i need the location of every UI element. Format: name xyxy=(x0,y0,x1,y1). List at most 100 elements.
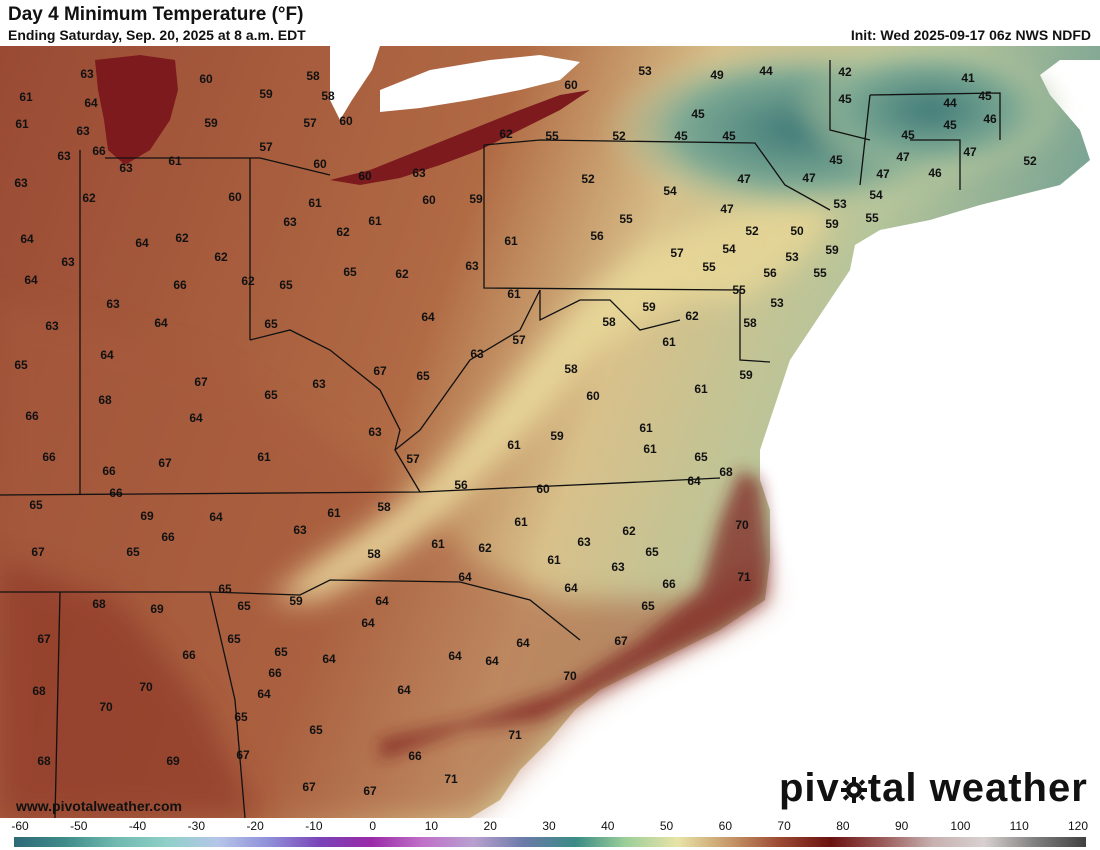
legend-tick-label: 60 xyxy=(718,819,733,833)
temperature-value-label: 67 xyxy=(302,780,316,794)
legend-tick-label: 30 xyxy=(542,819,556,833)
temperature-value-label: 61 xyxy=(168,154,182,168)
temperature-value-label: 65 xyxy=(237,599,251,613)
legend-color-ramp xyxy=(14,837,1086,847)
temperature-value-label: 63 xyxy=(57,149,71,163)
temperature-value-label: 61 xyxy=(327,506,341,520)
temperature-value-label: 64 xyxy=(322,652,336,666)
temperature-value-label: 63 xyxy=(465,259,479,273)
temperature-value-label: 57 xyxy=(512,333,526,347)
temperature-value-label: 71 xyxy=(508,728,522,742)
temperature-value-label: 58 xyxy=(377,500,391,514)
temperature-value-label: 45 xyxy=(674,129,688,143)
temperature-value-label: 64 xyxy=(516,636,530,650)
temperature-value-label: 64 xyxy=(375,594,389,608)
temperature-value-label: 47 xyxy=(896,150,910,164)
temperature-value-label: 62 xyxy=(214,250,228,264)
temperature-value-label: 64 xyxy=(135,236,149,250)
temperature-value-label: 63 xyxy=(293,523,307,537)
lake-michigan xyxy=(95,55,178,165)
temperature-value-label: 53 xyxy=(833,197,847,211)
temperature-value-label: 64 xyxy=(257,687,271,701)
temperature-value-label: 64 xyxy=(397,683,411,697)
temperature-value-label: 65 xyxy=(126,545,140,559)
temperature-value-label: 66 xyxy=(102,464,116,478)
legend-tick-label: 70 xyxy=(777,819,791,833)
valid-time-subtitle: Ending Saturday, Sep. 20, 2025 at 8 a.m.… xyxy=(8,27,306,43)
temperature-value-label: 57 xyxy=(406,452,420,466)
legend-tick-label: 90 xyxy=(894,819,909,833)
temperature-value-label: 61 xyxy=(507,438,521,452)
appalachian-cool-band xyxy=(270,190,830,600)
temperature-value-label: 67 xyxy=(363,784,377,798)
temperature-value-label: 52 xyxy=(1023,154,1037,168)
temperature-value-label: 57 xyxy=(303,116,317,130)
temperature-value-label: 64 xyxy=(20,232,34,246)
temperature-value-label: 56 xyxy=(590,229,604,243)
temperature-value-label: 58 xyxy=(743,316,757,330)
temperature-value-label: 45 xyxy=(838,92,852,106)
temperature-value-label: 55 xyxy=(702,260,716,274)
temperature-value-label: 65 xyxy=(343,265,357,279)
temperature-value-label: 65 xyxy=(14,358,28,372)
temperature-value-label: 64 xyxy=(458,570,472,584)
temperature-value-label: 66 xyxy=(182,648,196,662)
temperature-value-label: 62 xyxy=(395,267,409,281)
temperature-value-label: 64 xyxy=(564,581,578,595)
temperature-value-label: 57 xyxy=(259,140,273,154)
temperature-value-label: 47 xyxy=(963,145,977,159)
temperature-value-label: 60 xyxy=(422,193,436,207)
temperature-value-label: 61 xyxy=(19,90,33,104)
temperature-value-label: 65 xyxy=(264,317,278,331)
temperature-value-label: 63 xyxy=(470,347,484,361)
temperature-value-label: 65 xyxy=(645,545,659,559)
temperature-value-label: 64 xyxy=(189,411,203,425)
legend-tick-label: -50 xyxy=(70,819,88,833)
temperature-value-label: 66 xyxy=(42,450,56,464)
temperature-value-label: 41 xyxy=(961,71,975,85)
lake-erie xyxy=(330,90,590,185)
temperature-value-label: 62 xyxy=(478,541,492,555)
temperature-value-label: 59 xyxy=(469,192,483,206)
temperature-value-label: 68 xyxy=(92,597,106,611)
temperature-value-label: 45 xyxy=(722,129,736,143)
temperature-value-label: 69 xyxy=(150,602,164,616)
temperature-value-label: 70 xyxy=(139,680,153,694)
temperature-value-label: 61 xyxy=(643,442,657,456)
temperature-value-label: 67 xyxy=(158,456,172,470)
temperature-value-label: 54 xyxy=(869,188,883,202)
temperature-value-label: 64 xyxy=(361,616,375,630)
init-time-label: Init: Wed 2025-09-17 06z NWS NDFD xyxy=(850,27,1091,43)
legend-tick-label: 0 xyxy=(369,819,376,833)
temperature-value-label: 63 xyxy=(577,535,591,549)
temperature-value-label: 54 xyxy=(663,184,677,198)
logo-text-start: piv xyxy=(779,766,840,810)
legend-tick-label: 20 xyxy=(483,819,497,833)
temperature-value-label: 62 xyxy=(82,191,96,205)
temperature-value-label: 59 xyxy=(550,429,564,443)
temperature-value-label: 63 xyxy=(76,124,90,138)
temperature-value-label: 61 xyxy=(507,287,521,301)
temperature-value-label: 57 xyxy=(670,246,684,260)
header: Day 4 Minimum Temperature (°F) Ending Sa… xyxy=(0,0,1100,46)
legend-tick-label: 50 xyxy=(659,819,674,833)
temperature-value-label: 66 xyxy=(173,278,187,292)
temperature-value-label: 47 xyxy=(802,171,816,185)
temperature-value-label: 55 xyxy=(865,211,879,225)
temperature-value-label: 59 xyxy=(259,87,273,101)
temperature-value-label: 59 xyxy=(825,243,839,257)
temperature-value-label: 67 xyxy=(31,545,45,559)
legend-tick-label: 80 xyxy=(836,819,850,833)
temperature-value-label: 67 xyxy=(236,748,250,762)
temperature-value-label: 67 xyxy=(194,375,208,389)
logo-text-end: tal weather xyxy=(867,766,1088,810)
temperature-value-label: 58 xyxy=(602,315,616,329)
temperature-value-label: 67 xyxy=(373,364,387,378)
gear-icon xyxy=(840,766,868,811)
temperature-value-label: 63 xyxy=(106,297,120,311)
temperature-value-label: 61 xyxy=(431,537,445,551)
legend-tick-label: 120 xyxy=(1067,819,1089,833)
temperature-value-label: 67 xyxy=(37,632,51,646)
temperature-value-label: 59 xyxy=(642,300,656,314)
temperature-value-label: 64 xyxy=(100,348,114,362)
